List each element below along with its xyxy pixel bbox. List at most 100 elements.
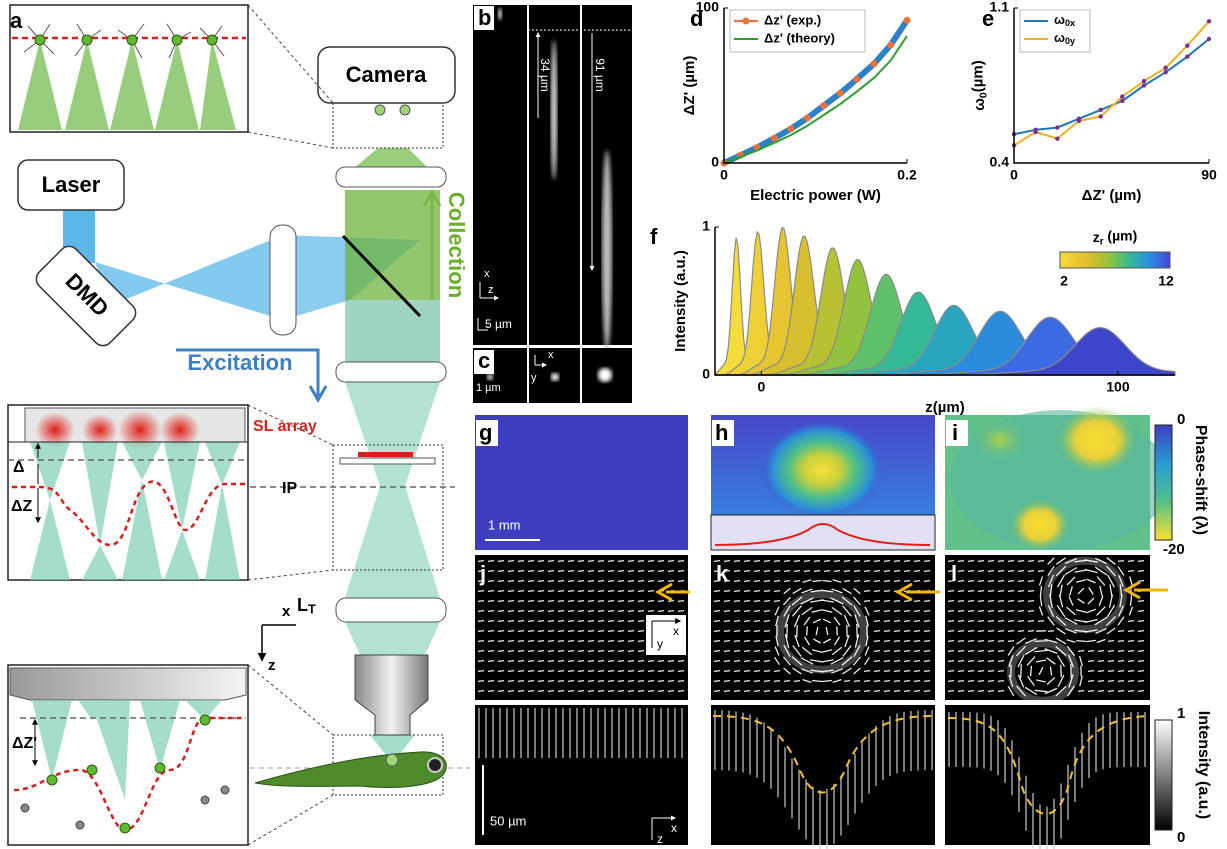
data-point xyxy=(1055,136,1060,141)
text-part: T xyxy=(308,603,316,617)
scale-label: 1 mm xyxy=(488,517,521,532)
axis-label: x xyxy=(671,821,677,835)
panel-label: i xyxy=(952,420,958,445)
vector-field xyxy=(947,557,1145,697)
x-tick-label: 100 xyxy=(1106,379,1130,395)
text-part: (µm) xyxy=(1104,227,1138,243)
data-point xyxy=(1055,125,1060,130)
legend-label: ω0y xyxy=(1054,30,1076,46)
y-tick-label: 1.1 xyxy=(990,0,1010,15)
x-tick-label: 0.2 xyxy=(897,167,917,183)
axis-label: x xyxy=(548,349,554,361)
data-point xyxy=(1033,129,1038,135)
delta-z-prime-label: ΔZ' xyxy=(12,735,37,752)
beam xyxy=(95,235,283,320)
detector xyxy=(374,104,386,116)
aberration-ring xyxy=(776,590,868,674)
colorbar-tick: 12 xyxy=(1158,273,1174,289)
data-point xyxy=(870,60,878,68)
data-point xyxy=(903,16,911,24)
panel-label: e xyxy=(982,6,994,31)
neuron-bodies xyxy=(46,714,211,834)
colorbar-label: zr (µm) xyxy=(1093,227,1138,247)
text-part: 0x xyxy=(1065,19,1075,29)
pointer-arrow xyxy=(654,582,673,602)
data-point xyxy=(853,75,861,83)
axis-label: y xyxy=(657,637,663,651)
data-point xyxy=(1185,43,1190,48)
data-point xyxy=(820,102,828,110)
collection-label: Collection xyxy=(444,192,469,298)
series-line xyxy=(1013,20,1210,147)
panel-label: f xyxy=(650,224,658,249)
axis-label: y xyxy=(531,372,537,384)
y-axis-label: ΔZ' (µm) xyxy=(681,56,698,116)
sl-array-active xyxy=(358,452,413,457)
fish-eye xyxy=(427,757,443,773)
data-point xyxy=(1163,65,1168,70)
legend-label: Δz' (exp.) xyxy=(764,12,821,27)
beam xyxy=(345,190,440,300)
data-point xyxy=(1141,78,1147,84)
panel-label: d xyxy=(690,6,703,31)
legend-box xyxy=(1019,9,1091,53)
x-tick-label: 90 xyxy=(1201,167,1217,183)
data-point xyxy=(803,114,811,122)
beam xyxy=(345,382,440,486)
psf-images xyxy=(473,5,632,403)
text-part: (µm) xyxy=(969,60,986,92)
aberration-ring xyxy=(1007,639,1079,705)
data-point xyxy=(770,134,778,142)
excitation-arrow xyxy=(308,385,328,404)
lens xyxy=(335,361,447,383)
panel-label: h xyxy=(715,420,728,445)
panel-label: g xyxy=(479,420,492,445)
data-point xyxy=(1076,118,1082,124)
colorbar xyxy=(1059,251,1171,269)
phase-glow xyxy=(35,410,200,450)
delta-label: Δ xyxy=(13,459,25,476)
data-point xyxy=(1163,70,1168,75)
dmd-box xyxy=(35,245,137,347)
panel-label: c xyxy=(478,348,490,373)
tube-lens-label: LT xyxy=(297,595,316,617)
vector-field xyxy=(713,559,931,693)
y-axis-label: Intensity (a.u.) xyxy=(672,250,689,352)
legend-box xyxy=(729,9,866,53)
zoom-box xyxy=(332,444,444,571)
beam xyxy=(345,622,440,655)
series-line xyxy=(723,35,908,164)
legend-marker xyxy=(742,17,750,25)
axis-label: z xyxy=(657,832,663,846)
aberration-ring xyxy=(1043,556,1127,634)
axis-label: z xyxy=(268,657,276,674)
laser-box xyxy=(17,159,125,211)
data-point xyxy=(1206,36,1212,42)
dichroic-mirror xyxy=(341,234,422,318)
delta-z-label: ΔZ xyxy=(11,498,33,515)
ip-label: IP xyxy=(282,480,297,497)
objective-zoom xyxy=(9,667,247,701)
data-point xyxy=(1185,54,1190,59)
inactive-neurons xyxy=(20,785,230,830)
streaks xyxy=(948,712,1146,849)
phase-maps xyxy=(475,406,1173,831)
colorbar-tick: 0 xyxy=(1177,411,1185,428)
text-part: ω xyxy=(1054,30,1065,45)
colorbar-label: Intensity (a.u.) xyxy=(1195,711,1212,819)
x-axis-label: z(µm) xyxy=(925,399,964,416)
x-tick-label: 0 xyxy=(1010,167,1018,183)
sl-array-label: SL array xyxy=(253,418,317,435)
labels: x y 50 µm x z xyxy=(482,615,686,846)
axis-label: x xyxy=(673,624,679,638)
text-part: z xyxy=(1093,229,1100,245)
laser-label: Laser xyxy=(42,172,101,197)
excitation-arrow xyxy=(176,348,320,396)
detector xyxy=(399,104,411,116)
collection-arrow xyxy=(422,188,442,207)
beam xyxy=(345,300,440,362)
colorbar-tick: 1 xyxy=(1177,705,1185,722)
chart: Δz' (exp.) Δz' (theory) 0 100 0 0.2 Electric p… xyxy=(681,0,917,204)
